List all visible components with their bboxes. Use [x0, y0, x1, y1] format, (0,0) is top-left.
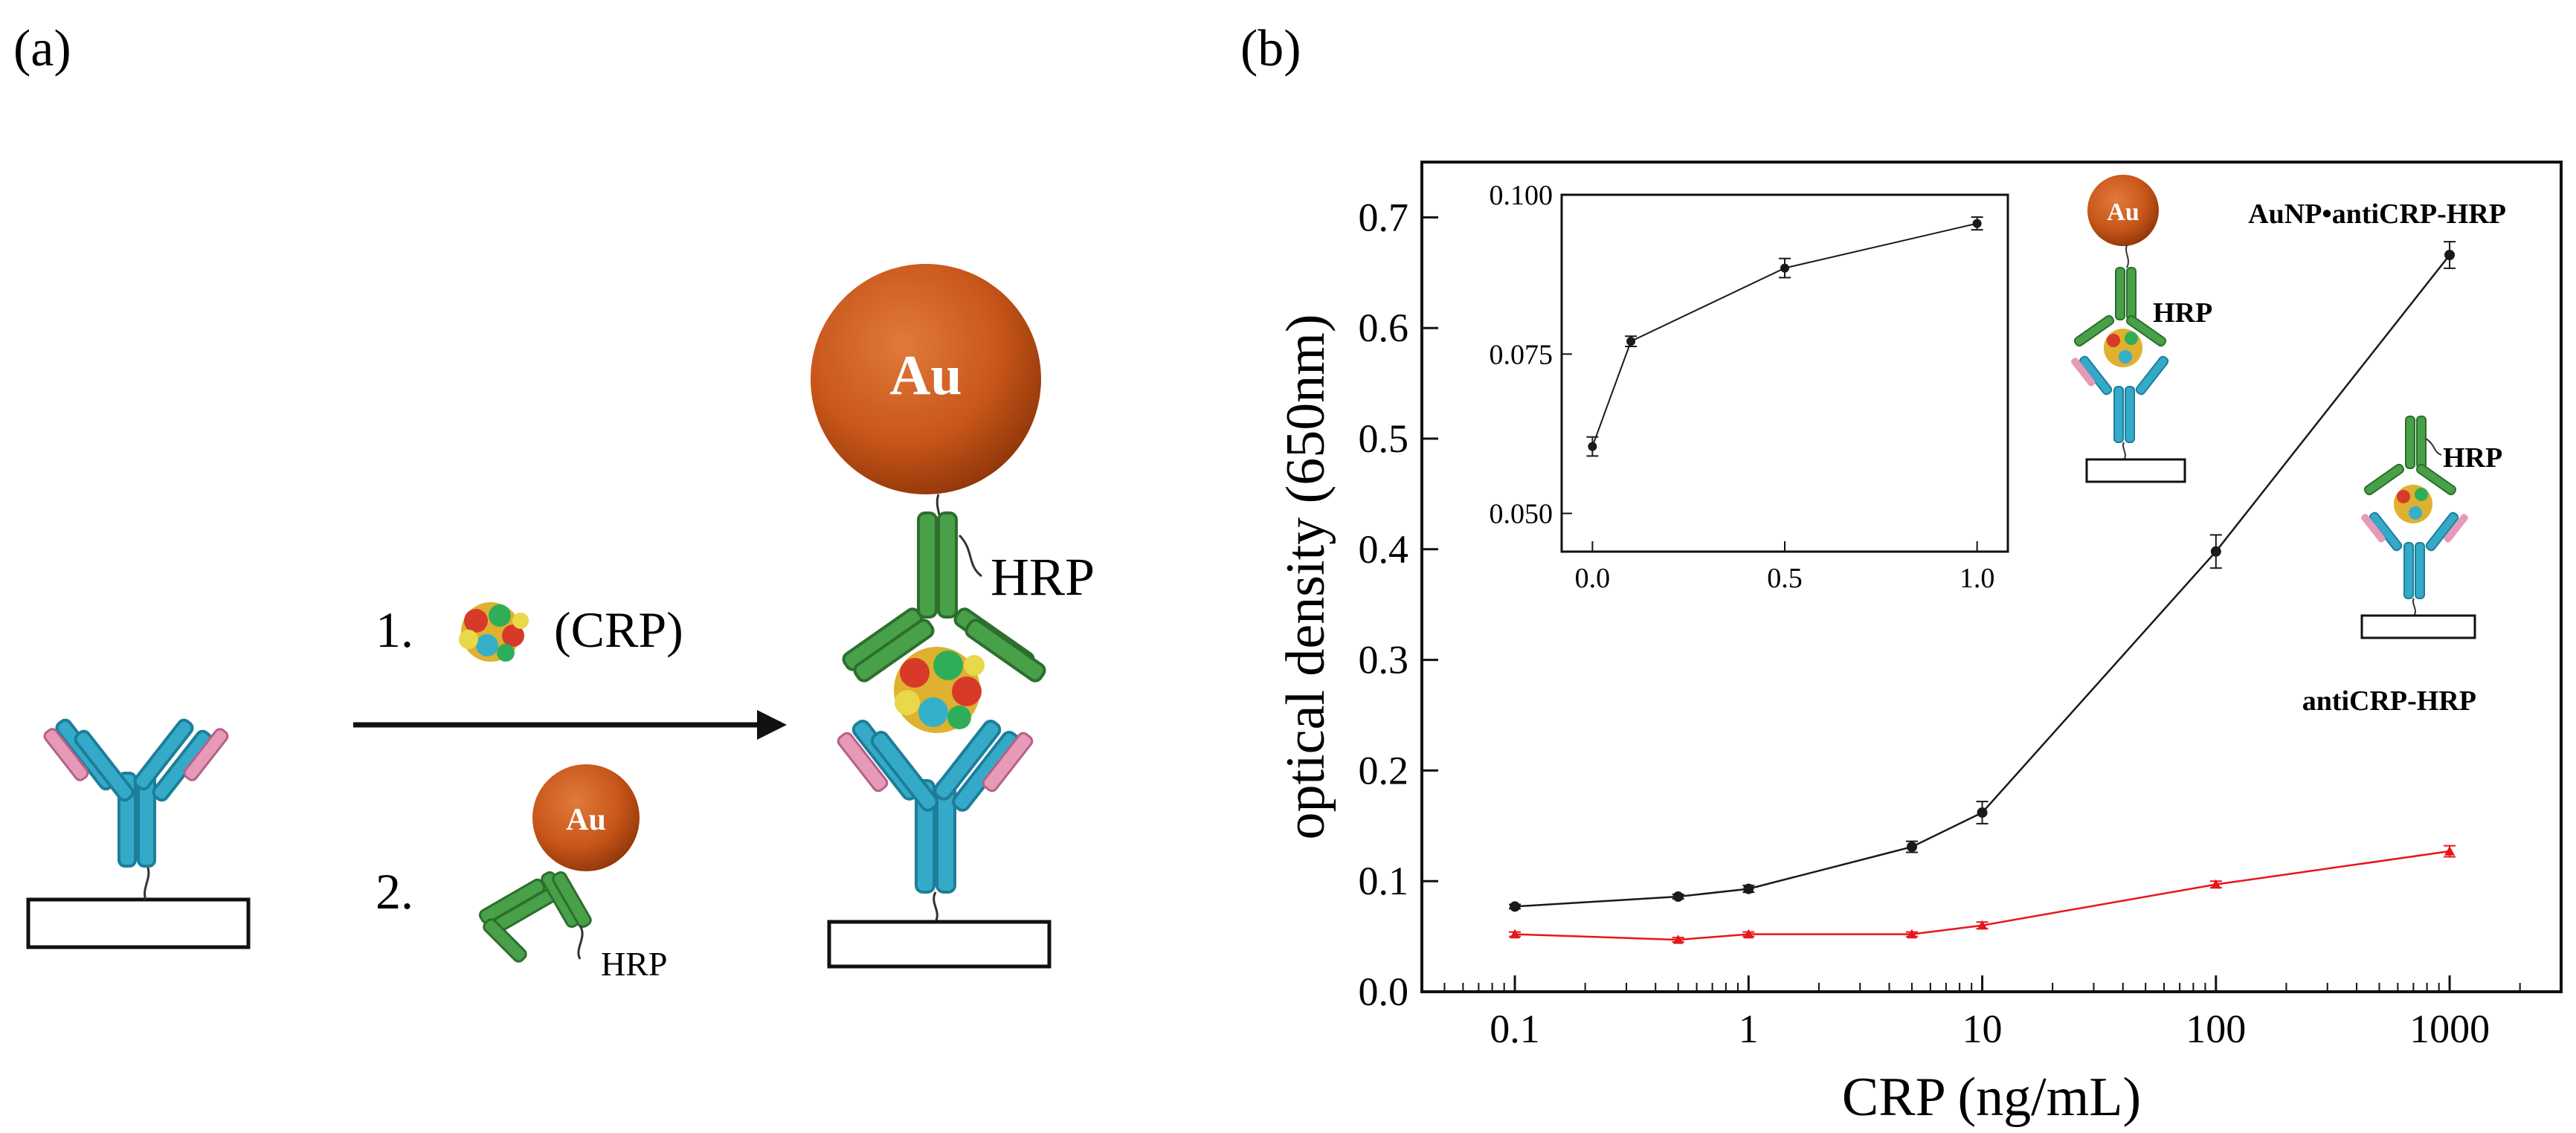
- hrp-antibody-large-icon: [842, 511, 1046, 682]
- inset-x-tick-label: 0.0: [1575, 563, 1611, 594]
- y-tick-label: 0.7: [1359, 195, 1409, 239]
- x-tick-label: 1: [1739, 1007, 1759, 1051]
- antibody-icon: [55, 718, 213, 868]
- crp-bound-icon: [894, 647, 985, 733]
- surface-plate-right: [827, 920, 1052, 969]
- legend-hrp-label-1: HRP: [2153, 297, 2212, 329]
- au-label-large: Au: [889, 344, 962, 407]
- legend-label-aunp: AuNP•antiCRP-HRP: [2248, 198, 2506, 230]
- crp-cluster-icon: [459, 602, 529, 662]
- x-tick-label: 10: [1962, 1007, 2003, 1051]
- hrp-label-large: HRP: [991, 547, 1095, 607]
- data-point-inset-0: [1588, 442, 1597, 451]
- series-line-inset-0: [1591, 222, 1977, 447]
- data-point-inset-0: [1780, 263, 1789, 273]
- panel-a: (a) 1.: [13, 20, 1095, 983]
- panel-b-label: (b): [1240, 20, 1301, 77]
- legend-icon-aunp-complex: Au HRP: [2071, 175, 2212, 483]
- y-axis-label: optical density (650nm): [1275, 314, 1336, 840]
- data-point-1: [1672, 935, 1684, 944]
- data-point-0: [2210, 546, 2221, 557]
- main-plot-frame: [1420, 161, 2563, 993]
- main-chart: CRP (ng/mL) optical density (650nm) 0.1 1…: [1275, 161, 2563, 1128]
- gold-nanoparticle-legend-icon: [2087, 175, 2159, 246]
- inset-x-tick-label: 1.0: [1960, 563, 1995, 594]
- y-tick-label: 0.4: [1359, 527, 1409, 572]
- reaction-arrow: [353, 710, 787, 740]
- hrp-label-small: HRP: [601, 945, 667, 983]
- capture-antibody-right-icon: [851, 720, 1020, 894]
- y-tick-label: 0.2: [1359, 748, 1409, 793]
- step1-number: 1.: [376, 601, 413, 658]
- data-point-1: [1977, 920, 1988, 930]
- data-point-inset-0: [1972, 219, 1982, 228]
- data-point-0: [1672, 891, 1684, 903]
- gold-nanoparticle-small-icon: [532, 764, 640, 871]
- step1-text: (CRP): [554, 601, 683, 658]
- data-point-0: [1906, 842, 1917, 853]
- x-axis-label: CRP (ng/mL): [1842, 1067, 2141, 1128]
- panel-b: (b) CRP (ng/mL) optical density (650nm) …: [1240, 20, 2563, 1128]
- inset-y-tick-label: 0.100: [1490, 180, 1553, 211]
- data-point-1: [2210, 879, 2221, 889]
- inset-x-tick-label: 0.5: [1767, 563, 1803, 594]
- au-label-small: Au: [566, 803, 606, 837]
- data-point-inset-0: [1626, 337, 1636, 346]
- legend-hrp-label-2: HRP: [2443, 442, 2502, 474]
- data-point-1: [1906, 929, 1917, 939]
- inset-plot-frame: [1560, 193, 2009, 553]
- data-point-0: [1743, 883, 1754, 894]
- y-tick-label: 0.1: [1359, 859, 1409, 903]
- inset-y-tick-label: 0.075: [1490, 339, 1553, 370]
- data-point-0: [2444, 249, 2456, 260]
- x-tick-label: 0.1: [1490, 1007, 1540, 1051]
- y-tick-label: 0.6: [1359, 306, 1409, 350]
- x-tick-label: 100: [2186, 1007, 2246, 1051]
- data-point-0: [1977, 807, 1988, 818]
- surface-plate-left: [26, 897, 251, 949]
- inset-y-tick-label: 0.050: [1490, 499, 1553, 530]
- panel-a-label: (a): [13, 20, 71, 77]
- x-tick-label: 1000: [2409, 1007, 2490, 1051]
- data-point-1: [2444, 846, 2456, 856]
- legend-icon-anticrp-complex: HRP: [2360, 416, 2502, 639]
- detection-conjugate-icon: Au HRP: [478, 764, 667, 983]
- legend-au-label: Au: [2107, 198, 2139, 226]
- inset-chart: 0.0 0.5 1.0 0.050 0.075 0.100: [1490, 180, 2009, 594]
- legend-label-anticrp: antiCRP-HRP: [2302, 685, 2476, 717]
- sandwich-complex: Au HRP: [811, 264, 1095, 969]
- gold-nanoparticle-large-icon: [811, 264, 1041, 494]
- y-tick-label: 0.0: [1359, 969, 1409, 1014]
- data-point-1: [1743, 929, 1754, 939]
- data-point-1: [1510, 929, 1521, 939]
- y-tick-label: 0.3: [1359, 638, 1409, 682]
- y-tick-label: 0.5: [1359, 416, 1409, 461]
- step2-number: 2.: [376, 863, 413, 920]
- hrp-antibody-small-icon: [478, 871, 592, 963]
- capture-antibody-left: [26, 718, 251, 949]
- data-point-0: [1510, 901, 1521, 912]
